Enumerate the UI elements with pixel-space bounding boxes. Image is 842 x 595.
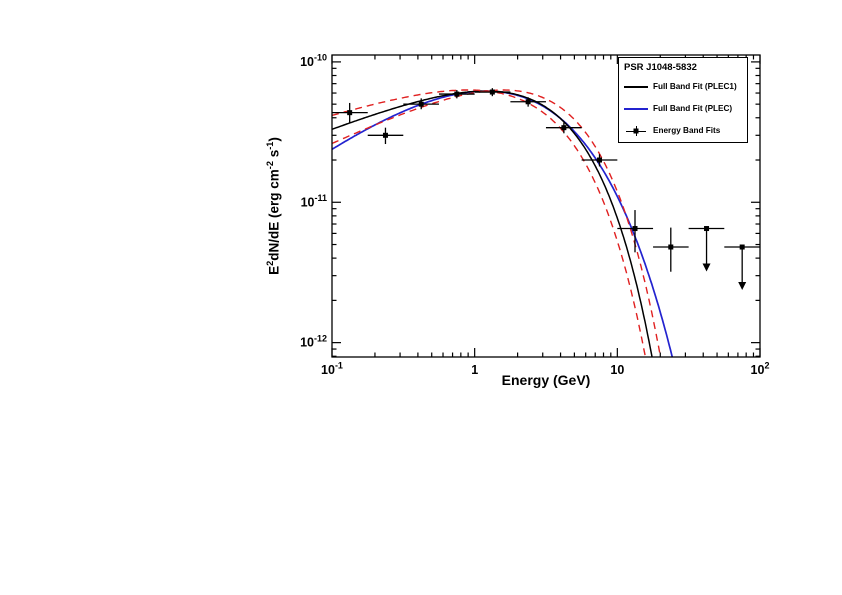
- energy-band-points: [332, 88, 760, 291]
- legend-box: PSR J1048-5832 Full Band Fit (PLEC1) Ful…: [618, 57, 748, 143]
- energy-band-marker-icon: [624, 124, 648, 138]
- axis-ticks: [331, 55, 761, 357]
- legend-entry-plec: Full Band Fit (PLEC): [624, 100, 742, 117]
- x-tick-label: 10: [610, 363, 624, 377]
- data-marker: [597, 157, 603, 163]
- y-tick-label: 10-12: [300, 333, 327, 349]
- data-marker: [382, 132, 388, 138]
- legend-sample-plec-line: [624, 107, 648, 110]
- plot-frame: [331, 54, 761, 358]
- y-tick-label: 10-11: [301, 193, 327, 209]
- data-marker: [454, 91, 460, 97]
- data-marker: [347, 110, 353, 116]
- legend-entry-energy-band: Energy Band Fits: [624, 122, 742, 139]
- y-axis-title: E2dN/dE (erg cm-2 s-1): [264, 137, 282, 275]
- x-axis-title: Energy (GeV): [501, 372, 591, 388]
- legend-entry-energy-band-label: Energy Band Fits: [653, 126, 721, 135]
- plec1-uncertainty-upper: [332, 89, 647, 357]
- data-marker: [704, 226, 710, 232]
- legend-entry-plec1: Full Band Fit (PLEC1): [624, 78, 742, 95]
- upper-limit-arrowhead: [702, 263, 711, 272]
- legend-sample-plec1-line: [624, 85, 648, 88]
- plec-line-icon: [624, 102, 648, 116]
- upper-limit-arrowhead: [738, 282, 747, 291]
- data-marker: [668, 244, 674, 250]
- legend-entry-plec1-label: Full Band Fit (PLEC1): [653, 82, 737, 91]
- data-marker: [489, 89, 495, 95]
- data-marker: [632, 226, 638, 232]
- x-tick-label: 10-1: [321, 361, 343, 377]
- data-marker: [561, 125, 567, 131]
- legend-header: PSR J1048-5832: [624, 62, 697, 73]
- plec1-uncertainty-lower: [332, 89, 662, 357]
- data-marker: [525, 99, 531, 105]
- x-tick-label: 102: [751, 361, 770, 377]
- plec1-line-icon: [624, 80, 648, 94]
- legend-entry-plec-label: Full Band Fit (PLEC): [653, 104, 733, 113]
- x-tick-label: 1: [471, 363, 478, 377]
- y-tick-label: 10-10: [300, 53, 327, 69]
- data-marker: [739, 244, 745, 250]
- data-marker: [418, 101, 424, 107]
